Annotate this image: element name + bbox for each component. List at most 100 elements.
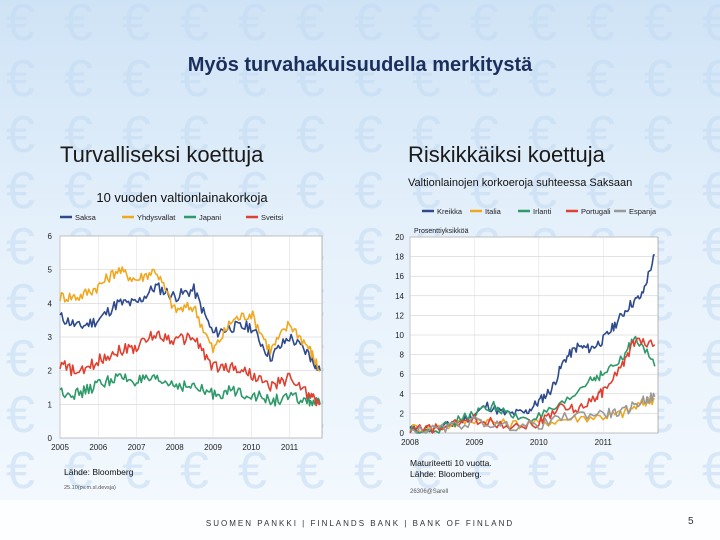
chart-title: Valtionlainojen korkoeroja suhteessa Sak…	[408, 177, 632, 189]
euro-symbol: €	[528, 106, 557, 164]
euro-symbol: €	[238, 442, 267, 500]
x-tick-label: 2006	[89, 443, 107, 452]
euro-symbol: €	[180, 442, 209, 500]
series-line-yhdysvallat	[59, 266, 321, 372]
chart-legend: Saksa Yhdysvallat Japani Sveitsi	[60, 213, 283, 222]
euro-symbol: €	[122, 0, 151, 52]
euro-symbol: €	[64, 50, 93, 108]
euro-symbol: €	[586, 50, 615, 108]
euro-symbol: €	[122, 442, 151, 500]
euro-symbol: €	[354, 218, 383, 276]
euro-symbol: €	[64, 442, 93, 500]
euro-symbol: €	[354, 106, 383, 164]
euro-symbol: €	[412, 50, 441, 108]
series-line-italia	[409, 397, 655, 433]
euro-symbol: €	[470, 442, 499, 500]
legend-label: Italia	[485, 207, 502, 216]
y-tick-label: 8	[400, 351, 405, 360]
euro-symbol: €	[6, 442, 35, 500]
euro-symbol: €	[296, 442, 325, 500]
euro-symbol: €	[64, 0, 93, 52]
x-tick-label: 2009	[204, 443, 222, 452]
euro-symbol: €	[180, 50, 209, 108]
euro-symbol: €	[528, 0, 557, 52]
left-subtitle: Turvalliseksi koettuja	[60, 142, 264, 167]
x-tick-label: 2011	[281, 443, 299, 452]
euro-symbol: €	[238, 106, 267, 164]
y-tick-label: 12	[395, 311, 404, 320]
footer-text: SUOMEN PANKKI | FINLANDS BANK | BANK OF …	[205, 519, 515, 528]
series-line-irlanti	[409, 335, 656, 434]
euro-symbol: €	[238, 0, 267, 52]
right-subtitle: Riskikkäiksi koettuja	[408, 142, 605, 167]
euro-symbol: €	[122, 106, 151, 164]
euro-symbol: €	[296, 50, 325, 108]
euro-symbol: €	[238, 162, 267, 220]
euro-symbol: €	[470, 50, 499, 108]
euro-symbol: €	[354, 50, 383, 108]
footer-panel	[0, 500, 720, 540]
chart-title: 10 vuoden valtionlainakorkoja	[96, 190, 268, 205]
euro-symbol: €	[6, 386, 35, 444]
x-tick-label: 2008	[166, 443, 184, 452]
euro-symbol: €	[296, 0, 325, 52]
slide-title: Myös turvahakuisuudella merkitystä	[187, 54, 533, 76]
euro-symbol: €	[180, 106, 209, 164]
euro-symbol: €	[6, 330, 35, 388]
series-line-portugali	[409, 337, 656, 434]
euro-symbol: €	[586, 106, 615, 164]
y-tick-label: 16	[395, 272, 404, 281]
euro-symbol: €	[354, 330, 383, 388]
euro-symbol: €	[702, 274, 720, 332]
euro-symbol: €	[644, 50, 673, 108]
euro-symbol: €	[702, 106, 720, 164]
euro-symbol: €	[122, 50, 151, 108]
euro-symbol: €	[702, 162, 720, 220]
x-tick-label: 2011	[595, 438, 613, 447]
euro-symbol: €	[702, 50, 720, 108]
x-tick-label: 2009	[466, 438, 484, 447]
euro-symbol: €	[6, 50, 35, 108]
euro-symbol: €	[644, 442, 673, 500]
euro-symbol: €	[354, 274, 383, 332]
euro-symbol: €	[180, 162, 209, 220]
y-tick-label: 4	[400, 390, 405, 399]
chart-note: 26306@Sarell	[410, 489, 448, 495]
chart-legend: Kreikka Italia Irlanti Portugali Espanja	[422, 207, 657, 216]
euro-symbol: €	[6, 0, 35, 52]
y-tick-label: 3	[48, 333, 53, 342]
euro-symbol: €	[64, 106, 93, 164]
euro-symbol: €	[644, 106, 673, 164]
y-tick-label: 4	[48, 299, 53, 308]
safe-haven-yields-chart: 10 vuoden valtionlainakorkoja Saksa Yhdysv…	[48, 190, 323, 491]
chart-note: 25.10(pv.m.sl.devsja)	[64, 485, 116, 491]
euro-symbol: €	[412, 106, 441, 164]
y-tick-label: 5	[48, 266, 53, 275]
y-tick-label: 20	[395, 233, 404, 242]
euro-symbol: €	[586, 0, 615, 52]
y-tick-label: 14	[395, 292, 404, 301]
series-line-espanja	[409, 392, 656, 434]
euro-symbol: €	[586, 162, 615, 220]
y-tick-label: 0	[400, 429, 405, 438]
legend-label: Kreikka	[437, 207, 463, 216]
legend-label: Sveitsi	[261, 213, 283, 222]
euro-symbol: €	[6, 106, 35, 164]
y-tick-label: 1	[48, 400, 53, 409]
series-line-sveitsi	[59, 330, 321, 407]
euro-symbol: €	[528, 442, 557, 500]
chart-source: Lähde: Bloomberg	[64, 467, 134, 477]
series-line-saksa	[59, 282, 321, 371]
euro-symbol: €	[296, 162, 325, 220]
euro-symbol: €	[6, 162, 35, 220]
euro-symbol: €	[238, 50, 267, 108]
euro-symbol: €	[470, 0, 499, 52]
euro-symbol: €	[644, 0, 673, 52]
euro-symbol: €	[412, 0, 441, 52]
chart-source-line: Maturiteetti 10 vuotta.	[410, 458, 492, 468]
euro-symbol: €	[528, 50, 557, 108]
x-tick-label: 2010	[242, 443, 260, 452]
euro-symbol: €	[586, 442, 615, 500]
euro-symbol: €	[296, 106, 325, 164]
